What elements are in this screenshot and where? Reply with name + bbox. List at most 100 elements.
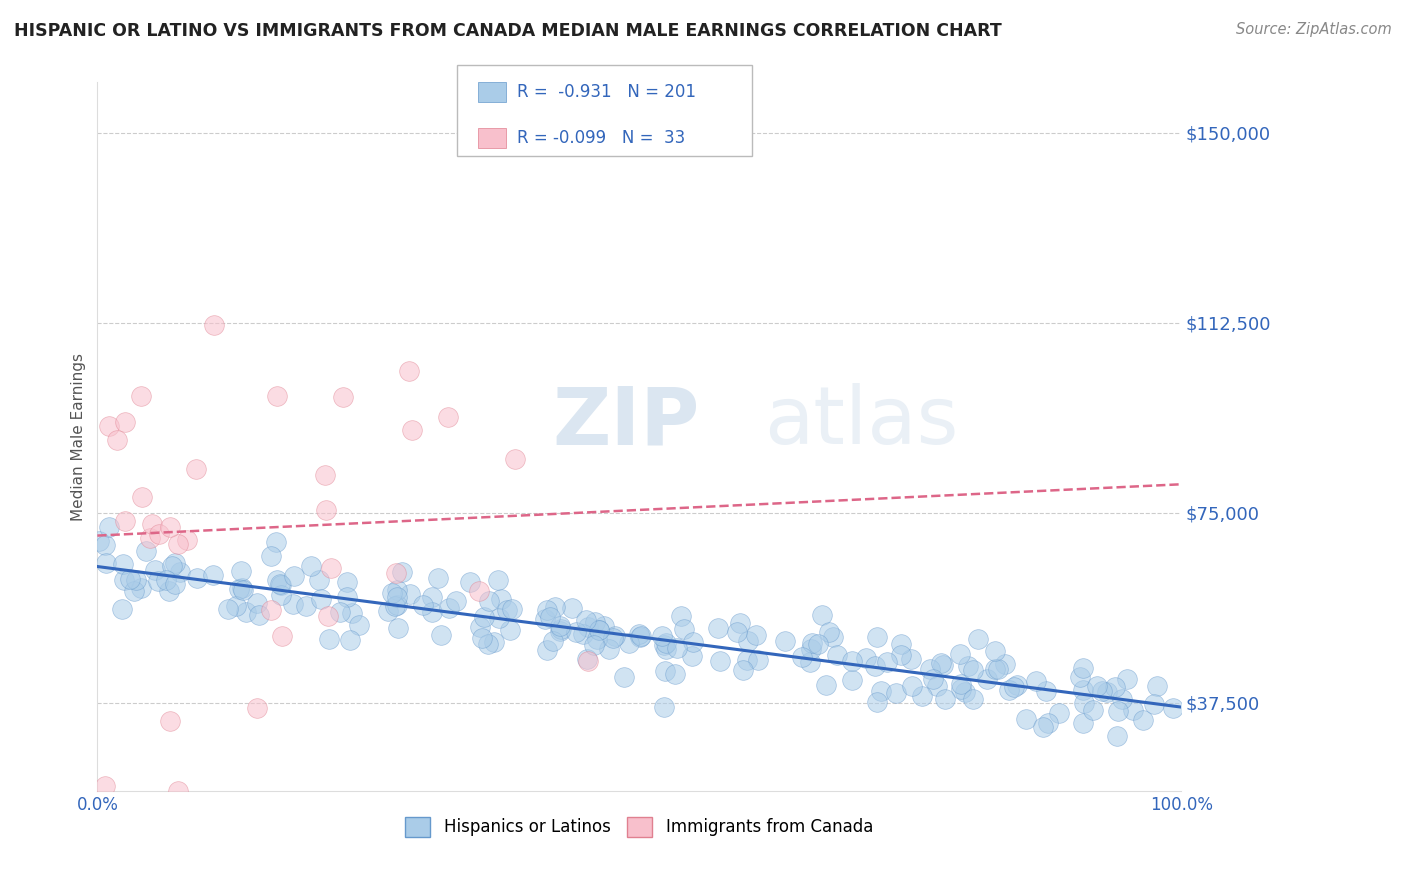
Point bbox=[669, 609, 692, 624]
Point bbox=[231, 581, 253, 595]
Point bbox=[561, 600, 583, 615]
Point bbox=[398, 587, 420, 601]
Point bbox=[96, 556, 118, 570]
Point bbox=[501, 602, 523, 616]
Text: atlas: atlas bbox=[763, 384, 959, 461]
Point bbox=[588, 624, 610, 638]
Point bbox=[666, 641, 689, 656]
Point bbox=[790, 649, 813, 664]
Point bbox=[1104, 681, 1126, 695]
Point bbox=[446, 594, 468, 608]
Point bbox=[1071, 715, 1094, 730]
Point bbox=[1122, 703, 1144, 717]
Point bbox=[266, 573, 288, 587]
Point bbox=[114, 514, 136, 528]
Point bbox=[884, 686, 907, 700]
Text: HISPANIC OR LATINO VS IMMIGRANTS FROM CANADA MEDIAN MALE EARNINGS CORRELATION CH: HISPANIC OR LATINO VS IMMIGRANTS FROM CA… bbox=[14, 22, 1002, 40]
Point bbox=[232, 583, 254, 598]
Point bbox=[269, 577, 291, 591]
Point bbox=[385, 583, 408, 598]
Point bbox=[309, 592, 332, 607]
Point bbox=[314, 467, 336, 482]
Point bbox=[159, 520, 181, 534]
Point bbox=[576, 652, 599, 666]
Point bbox=[962, 692, 984, 706]
Point bbox=[619, 636, 641, 650]
Point bbox=[598, 641, 620, 656]
Point bbox=[1116, 672, 1139, 686]
Point bbox=[994, 657, 1017, 671]
Point bbox=[436, 409, 458, 424]
Point bbox=[401, 423, 423, 437]
Point bbox=[398, 364, 420, 378]
Point bbox=[105, 433, 128, 447]
Point bbox=[1015, 712, 1038, 726]
Point bbox=[827, 648, 849, 662]
Point bbox=[876, 656, 898, 670]
Point bbox=[583, 638, 606, 652]
Point bbox=[93, 779, 115, 793]
Point bbox=[270, 629, 292, 643]
Point bbox=[731, 663, 754, 677]
Point bbox=[630, 629, 652, 643]
Point bbox=[588, 623, 610, 637]
Point bbox=[247, 607, 270, 622]
Point bbox=[1036, 716, 1059, 731]
Point bbox=[1081, 703, 1104, 717]
Point bbox=[541, 634, 564, 648]
Point bbox=[949, 682, 972, 697]
Point bbox=[585, 632, 607, 647]
Point bbox=[458, 574, 481, 589]
Point bbox=[217, 602, 239, 616]
Point bbox=[146, 574, 169, 588]
Point bbox=[120, 572, 142, 586]
Point bbox=[866, 630, 889, 644]
Point bbox=[922, 672, 945, 686]
Point bbox=[270, 588, 292, 602]
Point bbox=[1032, 720, 1054, 734]
Text: ZIP: ZIP bbox=[553, 384, 700, 461]
Point bbox=[1025, 673, 1047, 688]
Point bbox=[1073, 696, 1095, 710]
Point bbox=[135, 544, 157, 558]
Point bbox=[321, 561, 343, 575]
Point bbox=[576, 620, 599, 634]
Point bbox=[682, 635, 704, 649]
Legend: Hispanics or Latinos, Immigrants from Canada: Hispanics or Latinos, Immigrants from Ca… bbox=[399, 811, 880, 843]
Point bbox=[496, 603, 519, 617]
Point bbox=[987, 662, 1010, 676]
Point bbox=[652, 699, 675, 714]
Point bbox=[131, 490, 153, 504]
Point bbox=[900, 652, 922, 666]
Point bbox=[1143, 698, 1166, 712]
Point bbox=[426, 571, 449, 585]
Point bbox=[1111, 691, 1133, 706]
Point bbox=[1107, 704, 1129, 718]
Point bbox=[681, 648, 703, 663]
Point bbox=[420, 590, 443, 604]
Point bbox=[815, 677, 838, 691]
Point bbox=[301, 559, 323, 574]
Point bbox=[246, 700, 269, 714]
Point bbox=[139, 531, 162, 545]
Point bbox=[112, 573, 135, 587]
Point bbox=[430, 628, 453, 642]
Point bbox=[654, 664, 676, 678]
Point bbox=[927, 679, 949, 693]
Point bbox=[318, 632, 340, 647]
Point bbox=[536, 603, 558, 617]
Point bbox=[962, 664, 984, 678]
Point bbox=[550, 622, 572, 636]
Point bbox=[863, 659, 886, 673]
Point bbox=[143, 563, 166, 577]
Point bbox=[332, 390, 354, 404]
Point bbox=[167, 536, 190, 550]
Point bbox=[953, 684, 976, 698]
Point bbox=[572, 626, 595, 640]
Point bbox=[728, 616, 751, 631]
Point bbox=[162, 558, 184, 573]
Point bbox=[468, 584, 491, 599]
Point bbox=[141, 517, 163, 532]
Point bbox=[565, 624, 588, 639]
Point bbox=[499, 623, 522, 637]
